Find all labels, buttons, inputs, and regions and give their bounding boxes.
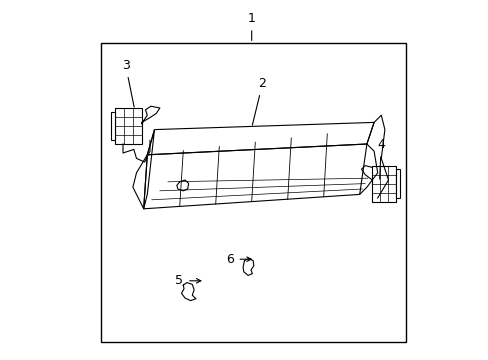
Bar xyxy=(110,112,115,140)
Bar xyxy=(101,43,406,342)
Bar xyxy=(115,108,142,144)
Text: 4: 4 xyxy=(377,138,385,179)
Bar xyxy=(371,166,395,202)
Text: 6: 6 xyxy=(225,253,233,266)
Bar xyxy=(395,169,399,198)
Text: 3: 3 xyxy=(122,59,134,107)
Text: 1: 1 xyxy=(247,12,255,40)
Text: 5: 5 xyxy=(175,274,183,287)
Text: 2: 2 xyxy=(252,77,266,125)
